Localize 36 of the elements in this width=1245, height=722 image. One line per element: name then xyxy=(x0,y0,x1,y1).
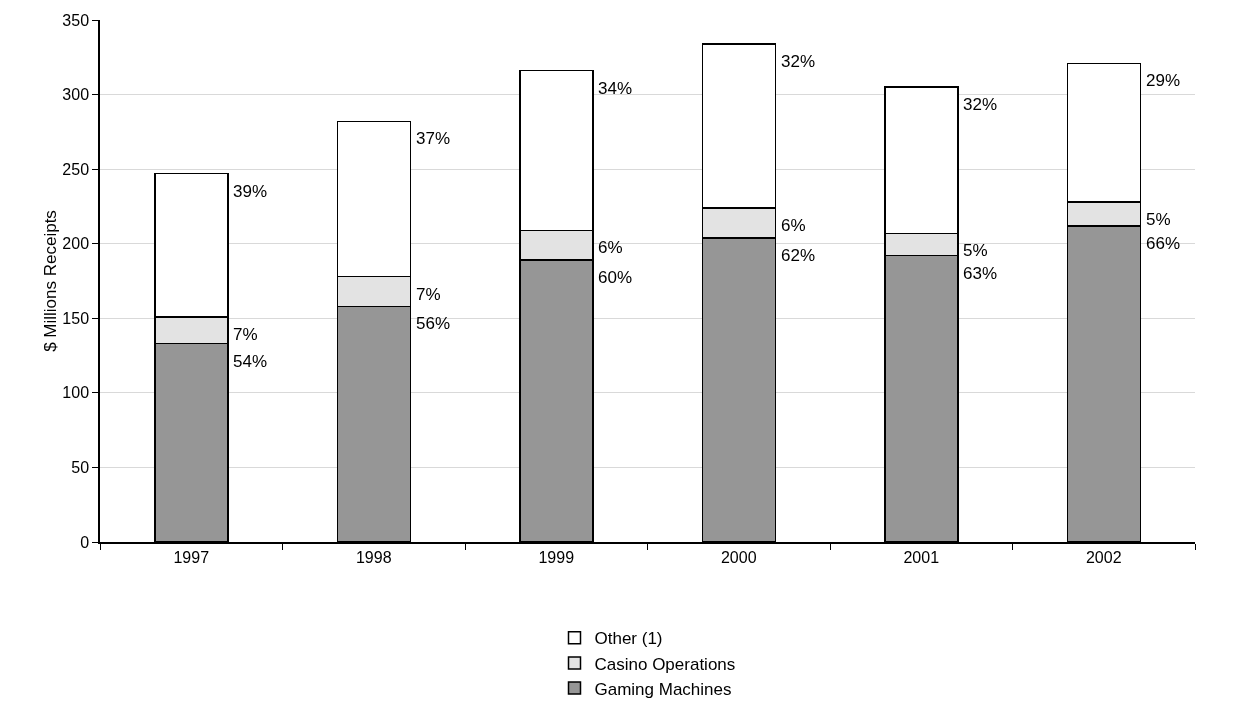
annotation: 5% xyxy=(963,241,988,260)
legend-label: Casino Operations xyxy=(594,654,736,674)
annotation: 32% xyxy=(781,52,816,71)
annotation: 34% xyxy=(598,79,633,98)
y-tick-label: 300 xyxy=(62,86,90,104)
x-tick-label: 1999 xyxy=(538,548,575,566)
x-tick-label: 2001 xyxy=(903,548,940,566)
annotation: 54% xyxy=(233,352,268,371)
annotation: 62% xyxy=(781,246,816,265)
y-tick-label: 100 xyxy=(62,384,90,402)
annotation: 56% xyxy=(416,314,451,333)
x-tick-label: 2000 xyxy=(720,548,757,566)
x-tick-label: 1997 xyxy=(173,548,210,566)
y-tick-label: 0 xyxy=(80,533,90,551)
annotation: 37% xyxy=(416,129,451,148)
y-axis-title: $ Millions Receipts xyxy=(40,210,60,352)
annotation: 66% xyxy=(1146,234,1181,253)
legend-label: Other (1) xyxy=(594,629,663,649)
annotation: 32% xyxy=(963,95,998,114)
annotation: 6% xyxy=(781,216,806,235)
y-tick-label: 350 xyxy=(62,11,90,29)
annotation: 63% xyxy=(963,264,998,283)
annotation: 60% xyxy=(598,268,633,287)
y-tick-label: 50 xyxy=(71,459,90,477)
annotation: 6% xyxy=(598,238,623,257)
annotation: 7% xyxy=(416,285,441,304)
annotation: 29% xyxy=(1146,71,1181,90)
x-tick-label: 1998 xyxy=(355,548,392,566)
x-tick-label: 2002 xyxy=(1085,548,1122,566)
annotation: 39% xyxy=(233,182,268,201)
legend-label: Gaming Machines xyxy=(594,679,732,699)
y-tick-label: 200 xyxy=(62,235,90,253)
annotation: 7% xyxy=(233,325,258,344)
y-tick-label: 150 xyxy=(62,309,90,327)
annotation: 5% xyxy=(1146,210,1171,229)
y-tick-label: 250 xyxy=(62,160,90,178)
